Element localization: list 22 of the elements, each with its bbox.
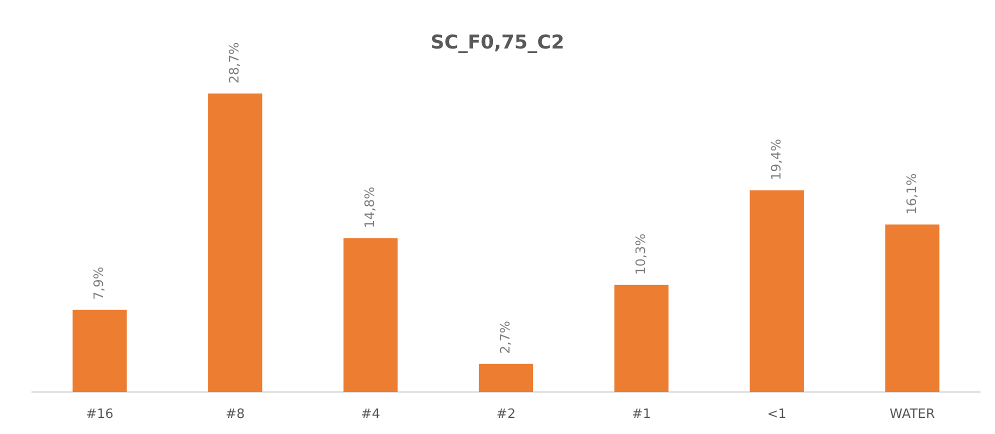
x-tick-label: #8 [226,407,245,422]
x-tick-label: #2 [496,407,516,422]
data-label: 14,8% [363,186,378,228]
bar [343,238,398,392]
bar [72,310,127,392]
bar [614,284,669,392]
x-tick-label: WATER [890,407,935,422]
data-label: 19,4% [769,138,784,180]
bar [208,94,262,392]
bar [885,224,940,392]
data-label: 10,3% [634,234,649,275]
bar [478,364,534,392]
x-tick-label: #16 [86,407,114,422]
data-label: 2,7% [498,320,514,354]
x-tick-label: #1 [632,407,652,422]
x-tick-label: #4 [360,407,380,422]
data-label: 28,7% [228,42,243,84]
data-label: 7,9% [92,266,108,300]
chart-title: SC_F0,75_C2 [430,32,564,54]
bar [750,190,804,392]
x-tick-label: <1 [767,407,786,422]
data-label: 16,1% [904,173,920,215]
